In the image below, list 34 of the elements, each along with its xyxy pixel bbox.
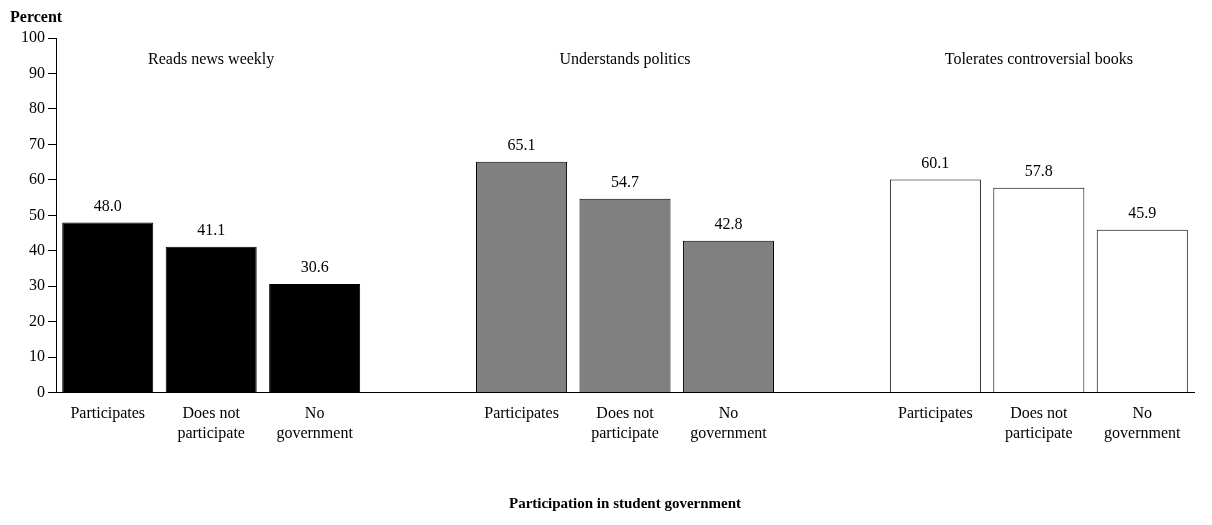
x-tick-label: Does not participate <box>1005 404 1073 442</box>
annotation: Tolerates controversial books <box>944 50 1133 68</box>
data-label: 48.0 <box>93 196 122 214</box>
data-label: 65.1 <box>507 135 536 153</box>
annotation: Reads news weekly <box>148 50 275 69</box>
y-tick-label: 80 <box>29 99 45 117</box>
y-tick-label: 70 <box>29 134 45 152</box>
y-tick-label: 30 <box>29 276 45 294</box>
x-tick-label: Does not participate <box>177 404 245 442</box>
data-label: 54.7 <box>611 172 639 190</box>
x-axis-title: Participation in student government <box>508 494 742 511</box>
data-label: 45.9 <box>1128 204 1157 222</box>
x-tick-label: No government <box>276 404 354 442</box>
y-tick-label: 20 <box>29 311 45 329</box>
data-label: 30.6 <box>300 258 329 276</box>
x-tick-label: Participates <box>898 404 973 423</box>
y-tick-label: 100 <box>21 28 45 46</box>
y-axis-title: Percent <box>10 8 63 26</box>
y-tick-label: 90 <box>29 63 45 81</box>
annotation: Understands politics <box>559 50 691 69</box>
y-tick-label: 10 <box>29 347 45 365</box>
x-tick-label: Participates <box>70 404 146 423</box>
y-tick-label: 50 <box>29 205 45 223</box>
y-tick-label: 60 <box>29 170 45 188</box>
y-tick-label: 0 <box>37 382 45 400</box>
x-tick-label: Does not participate <box>591 404 659 442</box>
x-tick-label: Participates <box>484 404 559 423</box>
x-tick-label: No government <box>1104 404 1182 442</box>
x-tick-label: No government <box>690 404 768 442</box>
data-label: 57.8 <box>1024 161 1053 179</box>
data-label: 41.1 <box>197 221 226 239</box>
y-tick-label: 40 <box>29 240 45 258</box>
data-label: 42.8 <box>714 215 743 233</box>
data-label: 60.1 <box>921 153 950 171</box>
